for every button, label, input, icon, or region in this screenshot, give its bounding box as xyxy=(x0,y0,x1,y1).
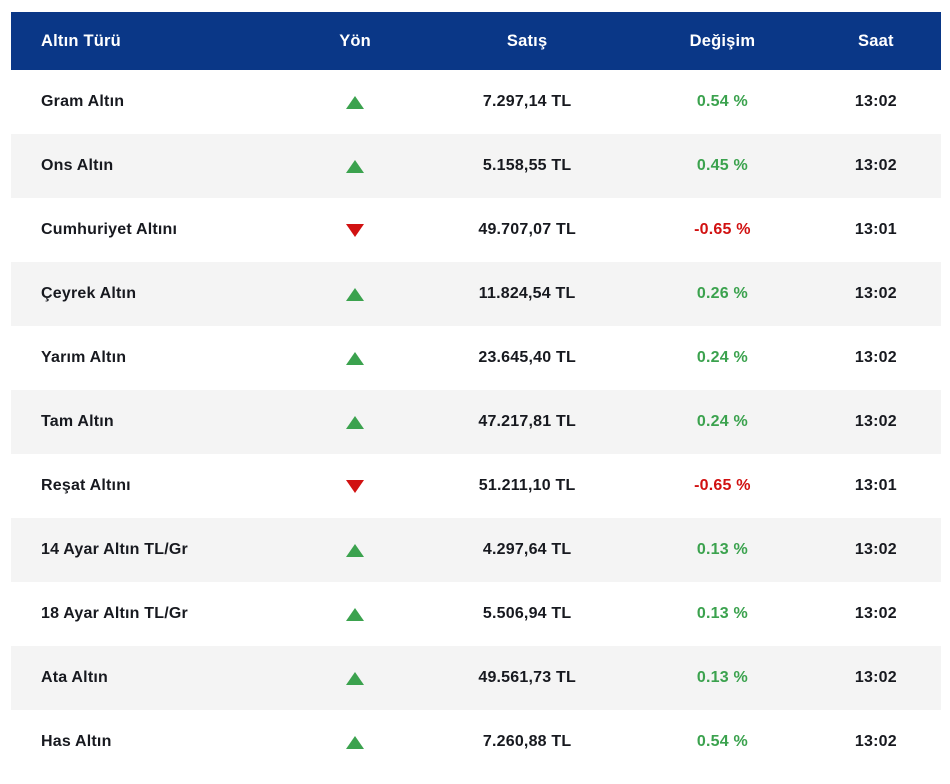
time-value: 13:01 xyxy=(854,221,897,238)
price-value: 5.506,94 TL xyxy=(482,605,572,622)
up-arrow-icon xyxy=(346,735,365,749)
gold-type-label: Cumhuriyet Altını xyxy=(41,221,178,238)
direction-cell xyxy=(290,415,420,429)
time-value: 13:02 xyxy=(854,413,897,430)
up-arrow-icon xyxy=(346,415,365,429)
gold-type-label: Tam Altın xyxy=(41,413,114,430)
gold-type-label: 14 Ayar Altın TL/Gr xyxy=(41,541,188,558)
change-value: 0.26 % xyxy=(696,285,748,302)
time-value: 13:01 xyxy=(854,477,897,494)
gold-type-label: Ons Altın xyxy=(41,157,114,174)
change-value: 0.54 % xyxy=(696,733,748,750)
table-row: Gram Altın 7.297,14 TL 0.54 % 13:02 xyxy=(11,70,941,134)
price-value: 51.211,10 TL xyxy=(478,477,576,494)
table-row: Has Altın 7.260,88 TL 0.54 % 13:02 xyxy=(11,710,941,774)
change-value: -0.65 % xyxy=(694,477,751,494)
table-body: Gram Altın 7.297,14 TL 0.54 % 13:02 Ons … xyxy=(11,70,941,774)
table-row: Yarım Altın 23.645,40 TL 0.24 % 13:02 xyxy=(11,326,941,390)
price-value: 7.297,14 TL xyxy=(482,93,572,110)
table-header-row: Altın Türü Yön Satış Değişim Saat xyxy=(11,12,941,70)
gold-type-label: Reşat Altını xyxy=(41,477,131,494)
time-value: 13:02 xyxy=(854,349,897,366)
direction-cell xyxy=(290,607,420,621)
table-row: 14 Ayar Altın TL/Gr 4.297,64 TL 0.13 % 1… xyxy=(11,518,941,582)
change-value: 0.13 % xyxy=(696,541,748,558)
up-arrow-icon xyxy=(346,159,365,173)
direction-cell xyxy=(290,543,420,557)
direction-cell xyxy=(290,159,420,173)
gold-prices-table: Altın Türü Yön Satış Değişim Saat Gram A… xyxy=(11,12,941,774)
time-value: 13:02 xyxy=(854,541,897,558)
gold-type-label: Çeyrek Altın xyxy=(41,285,137,302)
header-time: Saat xyxy=(858,31,894,50)
price-value: 4.297,64 TL xyxy=(482,541,572,558)
table-row: 18 Ayar Altın TL/Gr 5.506,94 TL 0.13 % 1… xyxy=(11,582,941,646)
direction-cell xyxy=(290,351,420,365)
direction-cell xyxy=(290,287,420,301)
time-value: 13:02 xyxy=(854,669,897,686)
change-value: 0.24 % xyxy=(696,349,748,366)
table-row: Cumhuriyet Altını 49.707,07 TL -0.65 % 1… xyxy=(11,198,941,262)
direction-cell xyxy=(290,479,420,493)
price-value: 11.824,54 TL xyxy=(478,285,576,302)
direction-cell xyxy=(290,95,420,109)
time-value: 13:02 xyxy=(854,605,897,622)
gold-type-label: 18 Ayar Altın TL/Gr xyxy=(41,605,188,622)
direction-cell xyxy=(290,671,420,685)
gold-type-label: Ata Altın xyxy=(41,669,108,686)
time-value: 13:02 xyxy=(854,93,897,110)
up-arrow-icon xyxy=(346,351,365,365)
change-value: -0.65 % xyxy=(694,221,751,238)
up-arrow-icon xyxy=(346,95,365,109)
change-value: 0.13 % xyxy=(696,605,748,622)
table-row: Çeyrek Altın 11.824,54 TL 0.26 % 13:02 xyxy=(11,262,941,326)
header-change: Değişim xyxy=(689,31,756,50)
table-row: Tam Altın 47.217,81 TL 0.24 % 13:02 xyxy=(11,390,941,454)
time-value: 13:02 xyxy=(854,285,897,302)
price-value: 49.561,73 TL xyxy=(478,669,576,686)
price-value: 7.260,88 TL xyxy=(482,733,572,750)
price-value: 49.707,07 TL xyxy=(478,221,576,238)
time-value: 13:02 xyxy=(854,733,897,750)
header-gold-type: Altın Türü xyxy=(41,31,121,50)
change-value: 0.24 % xyxy=(696,413,748,430)
gold-type-label: Has Altın xyxy=(41,733,112,750)
direction-cell xyxy=(290,223,420,237)
down-arrow-icon xyxy=(346,479,365,493)
time-value: 13:02 xyxy=(854,157,897,174)
change-value: 0.13 % xyxy=(696,669,748,686)
header-direction: Yön xyxy=(339,31,371,50)
price-value: 23.645,40 TL xyxy=(478,349,576,366)
direction-cell xyxy=(290,735,420,749)
gold-type-label: Gram Altın xyxy=(41,93,125,110)
down-arrow-icon xyxy=(346,223,365,237)
header-price: Satış xyxy=(506,31,548,50)
up-arrow-icon xyxy=(346,671,365,685)
up-arrow-icon xyxy=(346,287,365,301)
table-row: Reşat Altını 51.211,10 TL -0.65 % 13:01 xyxy=(11,454,941,518)
price-value: 5.158,55 TL xyxy=(482,157,572,174)
change-value: 0.45 % xyxy=(696,157,748,174)
table-row: Ons Altın 5.158,55 TL 0.45 % 13:02 xyxy=(11,134,941,198)
gold-type-label: Yarım Altın xyxy=(41,349,127,366)
table-row: Ata Altın 49.561,73 TL 0.13 % 13:02 xyxy=(11,646,941,710)
up-arrow-icon xyxy=(346,543,365,557)
change-value: 0.54 % xyxy=(696,93,748,110)
price-value: 47.217,81 TL xyxy=(478,413,576,430)
up-arrow-icon xyxy=(346,607,365,621)
